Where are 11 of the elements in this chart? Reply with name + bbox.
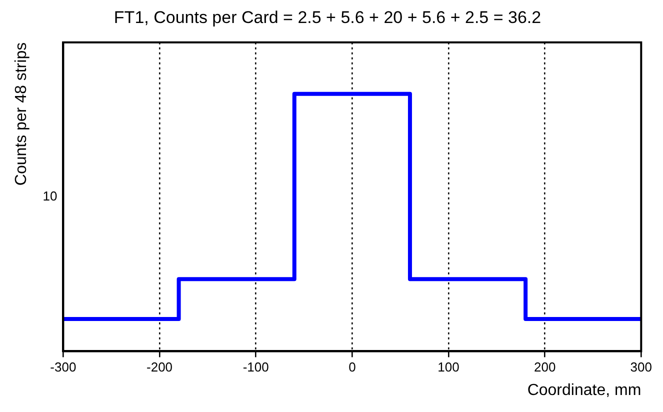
x-tick-label: 100: [438, 360, 460, 375]
text: 10: [42, 188, 58, 204]
x-tick-label: -100: [242, 360, 269, 375]
y-axis-title: Counts per 48 strips: [13, 42, 30, 186]
x-tick-label: 200: [534, 360, 556, 375]
chart-title: FT1, Counts per Card = 2.5 + 5.6 + 20 + 5.6 + 2.5 = 36.2: [114, 8, 542, 27]
x-axis-title: Coordinate, mm: [527, 382, 642, 399]
x-tick-label: 0: [348, 360, 356, 375]
x-tick-label: -300: [50, 360, 76, 375]
x-tick-label: -200: [146, 360, 173, 375]
x-tick-label: 300: [630, 360, 652, 375]
